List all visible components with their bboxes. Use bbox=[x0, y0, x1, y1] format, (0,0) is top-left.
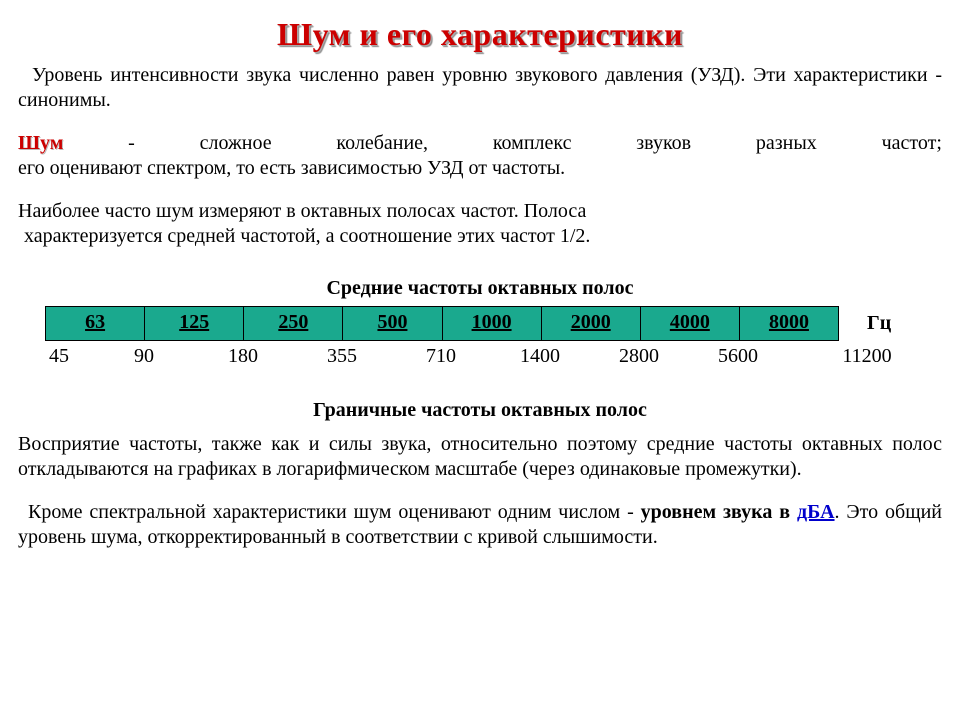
boundary-freq-label: 5600 bbox=[718, 345, 758, 368]
para3-line1: Наиболее часто шум измеряют в октавных п… bbox=[18, 199, 942, 224]
paragraph-2: Шум - сложное колебание, комплекс звуков… bbox=[18, 131, 942, 181]
term-shum: Шум bbox=[18, 132, 63, 154]
caption-center-freq: Средние частоты октавных полос bbox=[18, 277, 942, 300]
para3-line2: характеризуется средней частотой, а соот… bbox=[24, 224, 942, 249]
boundary-freq-label: 45 bbox=[49, 345, 69, 368]
frequency-table: 631252505001000200040008000 Гц 45 90 180 35… bbox=[45, 306, 915, 373]
p5-bold: уровнем звука в дБА bbox=[641, 501, 835, 523]
center-freq-cell: 2000 bbox=[542, 307, 641, 340]
center-freq-cell: 8000 bbox=[740, 307, 838, 340]
boundary-freq-label: 2800 bbox=[619, 345, 659, 368]
paragraph-4: Восприятие частоты, также как и силы зву… bbox=[18, 432, 942, 482]
paragraph-5: Кроме спектральной характеристики шум оц… bbox=[18, 500, 942, 550]
paragraph-1: Уровень интенсивности звука численно рав… bbox=[18, 63, 942, 113]
center-freq-cell: 250 bbox=[244, 307, 343, 340]
boundary-freq-row: 459018035571014002800560011200 bbox=[45, 345, 837, 373]
page-title-wrap: Шум и его характеристики bbox=[18, 16, 942, 53]
center-freq-cell: 63 bbox=[46, 307, 145, 340]
center-freq-cell: 4000 bbox=[641, 307, 740, 340]
boundary-freq-label: 180 bbox=[228, 345, 258, 368]
p2w1: - bbox=[128, 131, 135, 156]
boundary-freq-label: 1400 bbox=[520, 345, 560, 368]
p2w5: звуков bbox=[636, 131, 691, 156]
center-freq-row: 631252505001000200040008000 Гц bbox=[45, 306, 915, 341]
center-freq-cell: 125 bbox=[145, 307, 244, 340]
p2w6: разных bbox=[756, 131, 817, 156]
center-freq-cell: 500 bbox=[343, 307, 442, 340]
boundary-freq-label: 710 bbox=[426, 345, 456, 368]
para2-line1: Шум - сложное колебание, комплекс звуков… bbox=[18, 131, 942, 156]
unit-label: Гц bbox=[867, 312, 891, 335]
p2w3: колебание, bbox=[336, 131, 428, 156]
dba-link[interactable]: дБА bbox=[797, 501, 835, 523]
p2w7: частот; bbox=[882, 131, 942, 156]
p2w4: комплекс bbox=[493, 131, 572, 156]
center-freq-cells: 631252505001000200040008000 bbox=[45, 306, 839, 341]
slide-page: Шум и его характеристики Уровень интенси… bbox=[0, 0, 960, 550]
boundary-freq-label: 90 bbox=[134, 345, 154, 368]
p5-bold-text: уровнем звука в bbox=[641, 501, 797, 523]
p2w2: сложное bbox=[200, 131, 272, 156]
center-freq-cell: 1000 bbox=[443, 307, 542, 340]
caption-boundary-freq: Граничные частоты октавных полос bbox=[18, 399, 942, 422]
boundary-freq-label: 355 bbox=[327, 345, 357, 368]
p5-pre: Кроме спектральной характеристики шум оц… bbox=[28, 501, 641, 523]
boundary-freq-label: 11200 bbox=[842, 345, 891, 368]
page-title: Шум и его характеристики bbox=[277, 16, 683, 52]
paragraph-3: Наиболее часто шум измеряют в октавных п… bbox=[18, 199, 942, 249]
para2-line2: его оценивают спектром, то есть зависимо… bbox=[18, 156, 942, 181]
